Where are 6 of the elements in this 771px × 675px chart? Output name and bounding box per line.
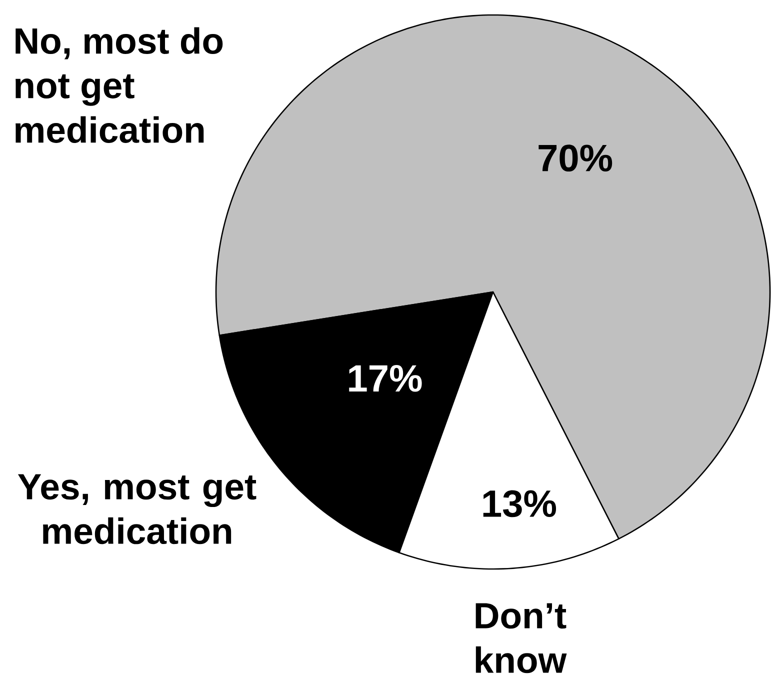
- slice-label: Don’t know: [476, 603, 567, 674]
- data-label: 70%: [538, 144, 612, 172]
- data-label: 17%: [349, 365, 422, 392]
- data-label: 13%: [483, 490, 556, 518]
- slice-label: Yes, most get medication: [18, 474, 256, 544]
- slice-label: No, most do not get medication: [16, 27, 223, 144]
